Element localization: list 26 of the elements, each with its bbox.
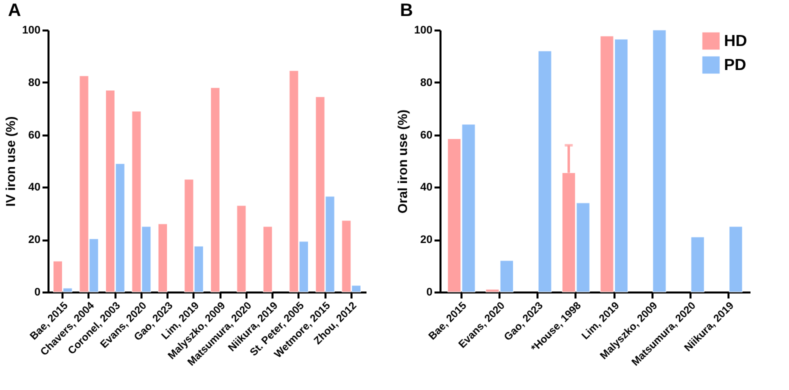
y-tick-label: 40	[28, 182, 40, 194]
bar	[262, 226, 272, 292]
bar	[652, 30, 666, 292]
bar	[158, 224, 168, 292]
chart-title: B	[400, 0, 413, 20]
y-tick-label: 80	[28, 76, 40, 89]
bar	[690, 236, 704, 292]
bar	[728, 226, 743, 292]
chart-title: A	[8, 0, 21, 20]
y-tick-label: 40	[420, 182, 432, 194]
y-tick-label: 0	[34, 286, 40, 298]
y-tick-label: 100	[22, 24, 40, 36]
y-tick-label: 80	[420, 76, 432, 89]
legend-label: PD	[724, 57, 746, 74]
legend-label: HD	[724, 33, 748, 50]
y-tick-label: 60	[420, 129, 432, 142]
y-tick-label: 60	[28, 129, 40, 142]
bar	[210, 87, 220, 292]
y-tick-label: 100	[414, 24, 432, 36]
y-axis-title: IV iron use (%)	[3, 116, 18, 207]
bar	[236, 205, 246, 292]
bar	[538, 50, 552, 292]
y-tick-label: 20	[28, 234, 40, 246]
y-tick-label: 20	[420, 234, 432, 246]
y-tick-label: 0	[426, 286, 432, 298]
y-axis-title: Oral iron use (%)	[395, 109, 410, 214]
